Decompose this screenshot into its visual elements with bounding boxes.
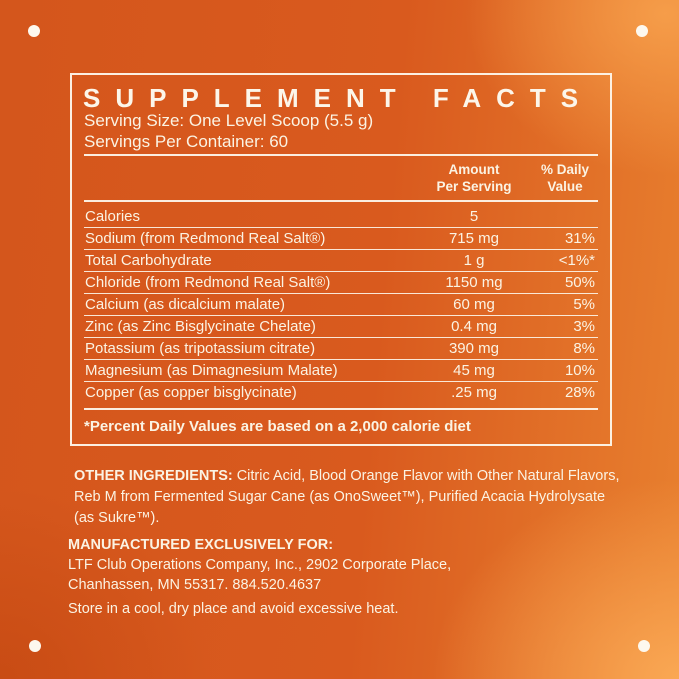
table-header: Amount Per Serving % Daily Value xyxy=(84,161,598,199)
nutrient-amount: 5 xyxy=(469,208,479,225)
nutrient-dv: 50% xyxy=(564,274,595,291)
table-row-calcium: Calcium (as dicalcium malate) 60 mg 5% xyxy=(84,294,598,316)
nutrient-name: Total Carbohydrate xyxy=(85,252,212,269)
table-row-potassium: Potassium (as tripotassium citrate) 390 … xyxy=(84,338,598,360)
nutrient-name: Zinc (as Zinc Bisglycinate Chelate) xyxy=(85,318,316,335)
nutrient-amount: 0.4 mg xyxy=(451,318,497,335)
table-row-zinc: Zinc (as Zinc Bisglycinate Chelate) 0.4 … xyxy=(84,316,598,338)
nutrient-name: Sodium (from Redmond Real Salt®) xyxy=(85,230,326,247)
nutrient-dv: 3% xyxy=(573,318,595,335)
daily-value-header: % Daily Value xyxy=(540,162,590,194)
amount-per-serving-header: Amount Per Serving xyxy=(436,162,512,194)
registration-dot-bottom-left xyxy=(29,640,41,652)
table-row-copper: Copper (as copper bisglycinate) .25 mg 2… xyxy=(84,382,598,403)
table-row-total-carbohydrate: Total Carbohydrate 1 g <1%* xyxy=(84,250,598,272)
serving-info: Serving Size: One Level Scoop (5.5 g) Se… xyxy=(84,110,373,152)
nutrient-table: Calories 5 Sodium (from Redmond Real Sal… xyxy=(84,206,598,403)
divider-top xyxy=(84,154,598,156)
nutrient-dv: 31% xyxy=(564,230,595,247)
nutrient-amount: 390 mg xyxy=(448,340,500,357)
nutrient-amount: .25 mg xyxy=(451,384,497,401)
nutrient-name: Copper (as copper bisglycinate) xyxy=(85,384,297,401)
nutrient-dv: 10% xyxy=(564,362,595,379)
nutrient-name: Calories xyxy=(85,208,141,225)
nutrient-dv: 8% xyxy=(573,340,595,357)
other-ingredients-text: Citric Acid, Blood Orange Flavor with Ot… xyxy=(74,468,620,526)
registration-dot-bottom-right xyxy=(638,640,650,652)
table-row-magnesium: Magnesium (as Dimagnesium Malate) 45 mg … xyxy=(84,360,598,382)
other-ingredients-label: OTHER INGREDIENTS: xyxy=(74,468,233,484)
nutrient-name: Calcium (as dicalcium malate) xyxy=(85,296,286,313)
supplement-facts-panel: SUPPLEMENT FACTS Serving Size: One Level… xyxy=(70,73,612,446)
nutrient-name: Magnesium (as Dimagnesium Malate) xyxy=(85,362,338,379)
nutrient-dv: 5% xyxy=(573,296,595,313)
storage-note: Store in a cool, dry place and avoid exc… xyxy=(68,601,399,617)
nutrient-dv: <1%* xyxy=(558,252,595,269)
nutrient-name: Potassium (as tripotassium citrate) xyxy=(85,340,316,357)
nutrient-amount: 715 mg xyxy=(448,230,500,247)
nutrient-dv: 28% xyxy=(564,384,595,401)
panel-title: SUPPLEMENT FACTS xyxy=(83,83,594,113)
table-row-chloride: Chloride (from Redmond Real Salt®) 1150 … xyxy=(84,272,598,294)
table-row-sodium: Sodium (from Redmond Real Salt®) 715 mg … xyxy=(84,228,598,250)
nutrient-amount: 45 mg xyxy=(453,362,495,379)
divider-footnote xyxy=(84,408,598,410)
nutrient-amount: 1 g xyxy=(463,252,485,269)
table-row-calories: Calories 5 xyxy=(84,206,598,228)
other-ingredients-paragraph: OTHER INGREDIENTS: Citric Acid, Blood Ora… xyxy=(74,466,622,529)
serving-size: Serving Size: One Level Scoop (5.5 g) xyxy=(84,111,374,130)
manufactured-for-label: MANUFACTURED EXCLUSIVELY FOR: xyxy=(68,537,334,553)
registration-dot-top-right xyxy=(636,25,648,37)
nutrient-amount: 60 mg xyxy=(453,296,495,313)
divider-header xyxy=(84,200,598,202)
manufacturer-address: LTF Club Operations Company, Inc., 2902 … xyxy=(68,557,452,593)
nutrient-name: Chloride (from Redmond Real Salt®) xyxy=(85,274,331,291)
servings-per-container: Servings Per Container: 60 xyxy=(84,132,289,151)
daily-value-footnote: *Percent Daily Values are based on a 2,0… xyxy=(84,418,471,435)
registration-dot-top-left xyxy=(28,25,40,37)
nutrient-amount: 1150 mg xyxy=(445,274,503,291)
manufacturer-block: MANUFACTURED EXCLUSIVELY FOR: LTF Club O… xyxy=(68,535,616,595)
